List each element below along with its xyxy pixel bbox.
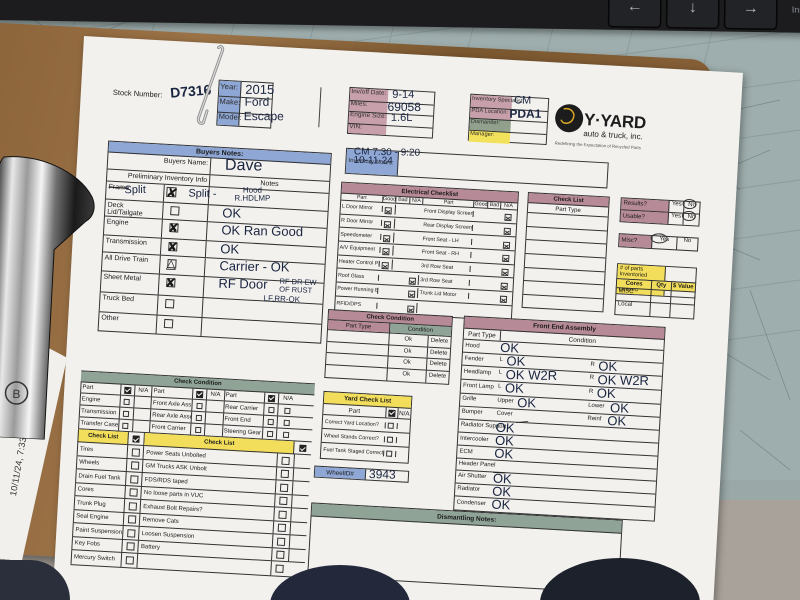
svg-text:Redefining the Expectation of: Redefining the Expectation of Recycled P… bbox=[555, 140, 641, 150]
svg-text:←: ← bbox=[627, 0, 643, 15]
svg-text:0: 0 bbox=[795, 0, 800, 2]
svg-text:↓: ↓ bbox=[689, 0, 697, 16]
svg-text:auto & truck, inc.: auto & truck, inc. bbox=[583, 129, 643, 141]
svg-text:B: B bbox=[12, 387, 21, 401]
svg-text:→: → bbox=[743, 0, 759, 17]
svg-text:Ins: Ins bbox=[792, 5, 800, 15]
